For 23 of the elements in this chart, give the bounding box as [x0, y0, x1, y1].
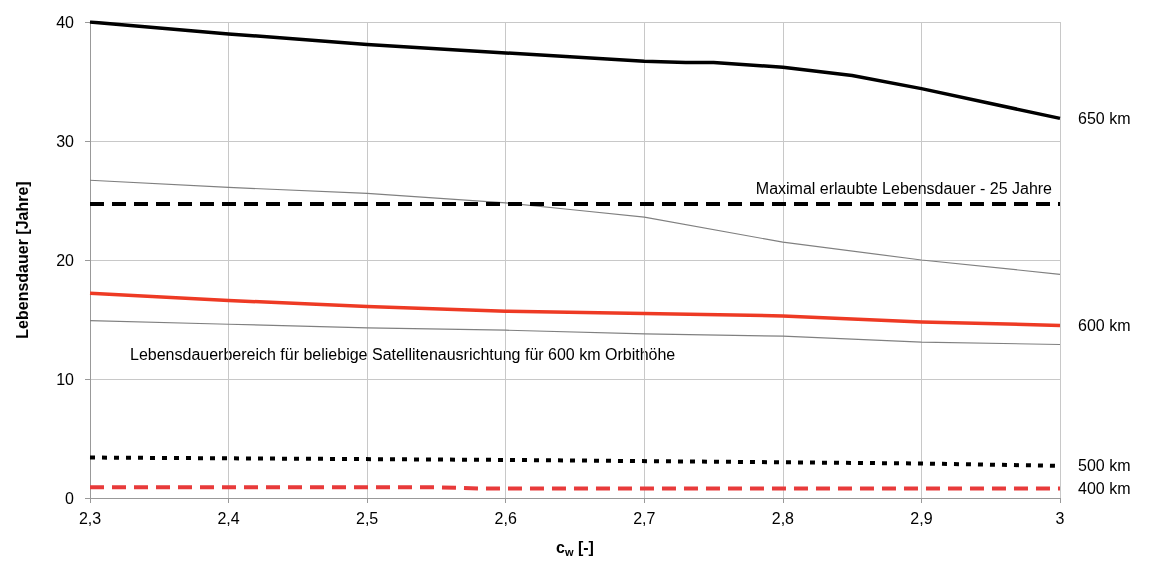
x-tick-label: 3 — [1055, 509, 1065, 527]
x-tick-label: 2,9 — [910, 509, 933, 527]
series-label: 650 km — [1078, 109, 1131, 127]
y-axis-title: Lebensdauer [Jahre] — [13, 181, 31, 339]
y-tick-label: 20 — [56, 251, 75, 269]
y-tick-label: 40 — [56, 13, 75, 31]
line-series — [88, 291, 1062, 328]
y-tick-label: 30 — [56, 132, 75, 150]
series-label: 400 km — [1078, 479, 1131, 497]
x-tick-label: 2,7 — [633, 509, 656, 527]
y-tick-label: 10 — [56, 370, 75, 388]
annotation: Lebensdauerbereich für beliebige Satellitenausrichtung für 600 km Orbithöhe — [130, 345, 676, 363]
y-tick-label: 0 — [65, 489, 75, 507]
x-tick-label: 2,4 — [217, 509, 240, 527]
series-label: 500 km — [1078, 457, 1131, 475]
x-tick-label: 2,6 — [494, 509, 517, 527]
line-series — [89, 320, 1061, 346]
ref-line-label: Maximal erlaubte Lebensdauer - 25 Jahre — [755, 179, 1053, 197]
x-tick-label: 2,5 — [356, 509, 379, 527]
x-tick-label: 2,8 — [771, 509, 795, 527]
series-label: 600 km — [1078, 316, 1131, 334]
x-tick-label: 2,3 — [78, 509, 102, 527]
line-series — [89, 179, 1061, 275]
